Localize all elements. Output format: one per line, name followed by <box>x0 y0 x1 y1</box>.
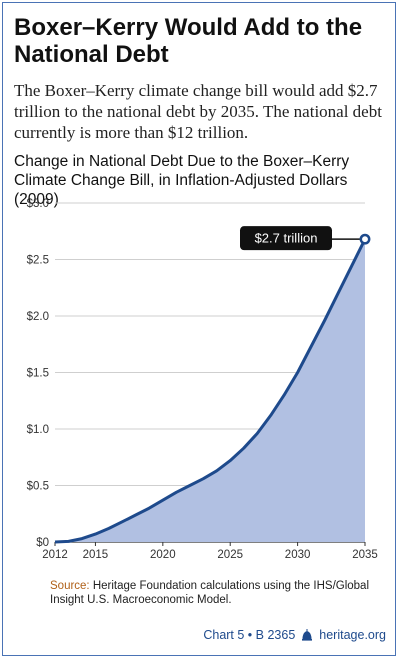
x-tick-label: 2030 <box>285 549 311 561</box>
site-link[interactable]: heritage.org <box>319 628 386 642</box>
source-label: Source: <box>50 580 90 592</box>
callout-box <box>240 226 332 251</box>
footer: Chart 5 • B 2365 heritage.org <box>203 628 386 642</box>
x-tick-label: 2035 <box>352 549 378 561</box>
y-tick-label: $3.0 <box>27 198 49 210</box>
y-tick-label: $1.0 <box>27 424 49 436</box>
page-subtitle: The Boxer–Kerry climate change bill woul… <box>14 81 382 142</box>
debt-line <box>54 238 367 544</box>
y-tick-label: $0 <box>36 537 49 549</box>
page-title: Boxer–Kerry Would Add to the National De… <box>14 14 363 68</box>
x-tick-label: 2015 <box>83 549 109 561</box>
y-tick-label: $1.5 <box>27 368 49 380</box>
debt-area-fill <box>55 239 365 542</box>
y-tick-label: $0.5 <box>27 481 49 493</box>
y-tick-label: $2.0 <box>27 311 49 323</box>
chart-reference: Chart 5 • B 2365 <box>203 628 296 642</box>
y-tick-label: $2.5 <box>27 255 49 267</box>
x-tick-label: 2012 <box>42 549 68 561</box>
liberty-bell-icon <box>302 629 313 641</box>
x-tick-label: 2025 <box>217 549 243 561</box>
endpoint-marker <box>359 233 371 245</box>
x-tick-label: 2020 <box>150 549 176 561</box>
source-note: Source: Heritage Foundation calculations… <box>50 579 395 607</box>
callout-label: $2.7 trillion <box>255 231 318 246</box>
source-text: Heritage Foundation calculations using t… <box>50 580 370 606</box>
chart-title: Change in National Debt Due to the Boxer… <box>14 153 350 208</box>
